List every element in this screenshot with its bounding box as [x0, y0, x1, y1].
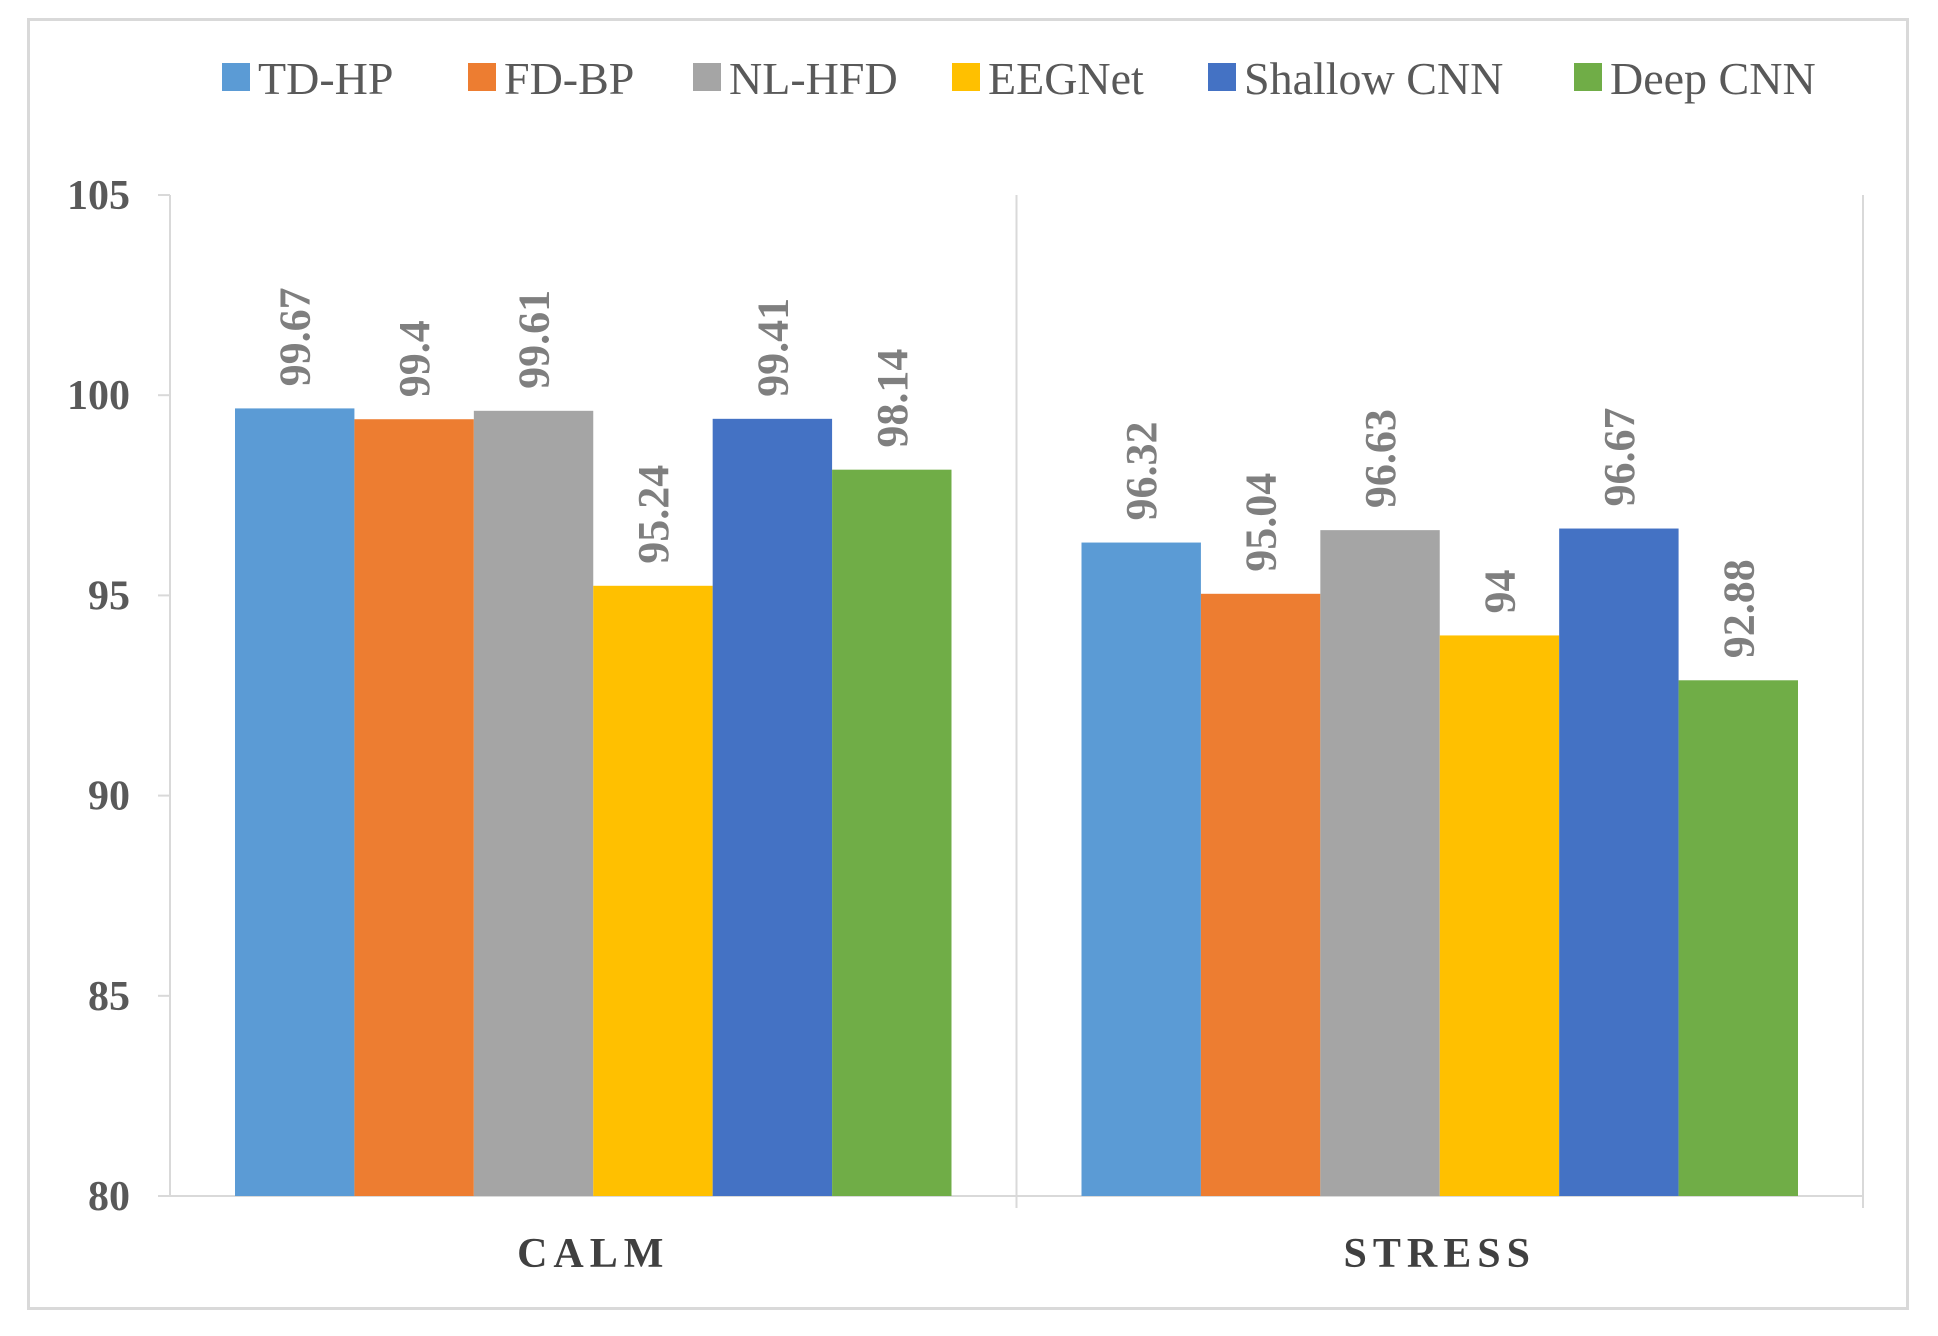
data-label: 95.04 [1237, 473, 1286, 572]
bar-td-hp-calm [235, 408, 355, 1196]
bar-nl-hfd-stress [1320, 530, 1440, 1196]
data-label: 98.14 [868, 349, 917, 448]
legend-swatch [222, 63, 250, 91]
data-label: 99.4 [390, 320, 439, 397]
y-tick-label: 80 [88, 1174, 130, 1220]
data-label: 96.67 [1595, 408, 1644, 507]
data-label: 99.67 [271, 287, 320, 386]
y-tick-label: 85 [88, 974, 130, 1020]
data-label: 99.61 [510, 290, 559, 389]
data-label: 94 [1475, 569, 1524, 613]
y-tick-label: 100 [67, 373, 130, 419]
legend: TD-HP FD-BP NL-HFD EEGNet Shallow CNN Deep CN… [222, 53, 1816, 104]
legend-swatch [952, 63, 980, 91]
data-label: 95.24 [629, 465, 678, 564]
y-tick-label: 95 [88, 573, 130, 619]
bar-shallow-cnn-calm [712, 418, 833, 1196]
bar-deep-cnn-stress [1678, 680, 1798, 1196]
y-tick-label: 105 [67, 173, 130, 219]
bar-td-hp-stress [1081, 542, 1201, 1196]
data-label: 96.63 [1356, 409, 1405, 508]
x-tick-label: STRESS [1344, 1231, 1536, 1277]
legend-label: EEGNet [988, 53, 1144, 104]
category-labels: CALM STRESS [517, 1231, 1536, 1277]
bar-nl-hfd-calm [473, 410, 594, 1196]
bar-fd-bp-calm [354, 419, 474, 1196]
legend-swatch [1208, 63, 1236, 91]
legend-label: Deep CNN [1610, 53, 1816, 104]
data-label: 92.88 [1714, 559, 1763, 658]
value-labels: 99.67 99.4 99.61 95.24 99.41 98.14 96.32 95.04 9… [271, 287, 1764, 658]
bar-eegnet-stress [1439, 635, 1560, 1196]
data-label: 96.32 [1117, 422, 1166, 521]
legend-swatch [693, 63, 721, 91]
legend-label: TD-HP [258, 53, 393, 104]
x-tick-label: CALM [517, 1231, 669, 1277]
bars [235, 408, 1798, 1196]
y-tick-label: 90 [88, 774, 130, 820]
bar-eegnet-calm [593, 585, 713, 1196]
legend-swatch [1574, 63, 1602, 91]
legend-swatch [468, 63, 496, 91]
legend-label: NL-HFD [729, 53, 898, 104]
bar-deep-cnn-calm [832, 469, 952, 1196]
data-label: 99.41 [748, 298, 797, 397]
bar-shallow-cnn-stress [1559, 528, 1679, 1196]
legend-label: FD-BP [504, 53, 634, 104]
legend-label: Shallow CNN [1244, 53, 1503, 104]
bar-fd-bp-stress [1200, 593, 1321, 1196]
